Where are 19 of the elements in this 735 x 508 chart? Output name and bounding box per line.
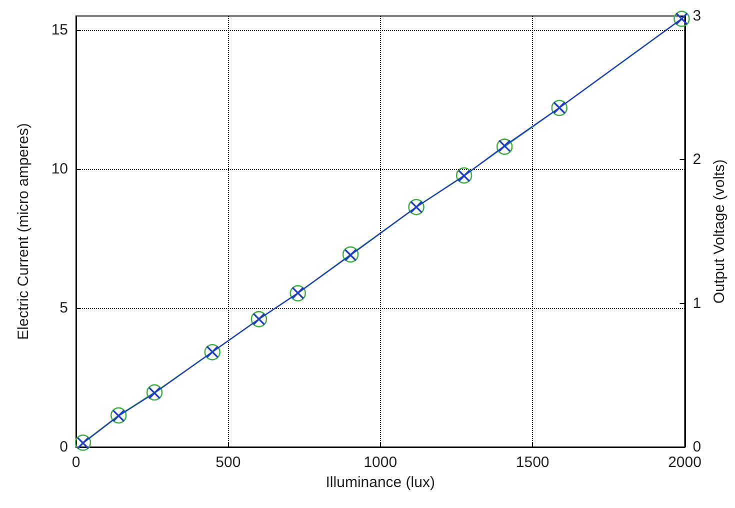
x-tick-label: 1000 xyxy=(364,454,398,471)
x-tick-label: 1500 xyxy=(516,454,550,471)
y2-tick-label: 2 xyxy=(692,151,702,168)
point xyxy=(342,246,359,263)
x-axis-title: Illuminance (lux) xyxy=(326,474,435,491)
y-tick-label: 10 xyxy=(51,160,68,178)
y-tick-label: 5 xyxy=(60,299,68,316)
y-tick-label: 15 xyxy=(51,21,68,38)
y2-tick-label: 3 xyxy=(692,8,702,24)
y2-axis-title: Output Voltage (volts) xyxy=(711,159,728,304)
point xyxy=(496,138,513,155)
x-tick-label: 2000 xyxy=(668,454,702,471)
y2-tick-label: 1 xyxy=(692,294,702,312)
y-tick-label: 0 xyxy=(60,438,68,456)
y2-tick-label: 0 xyxy=(692,438,702,456)
x-tick-label: 500 xyxy=(216,454,241,471)
y-axis-title: Electric Current (micro amperes) xyxy=(15,123,32,340)
x-tick-label: 0 xyxy=(72,454,80,471)
point xyxy=(146,384,163,401)
